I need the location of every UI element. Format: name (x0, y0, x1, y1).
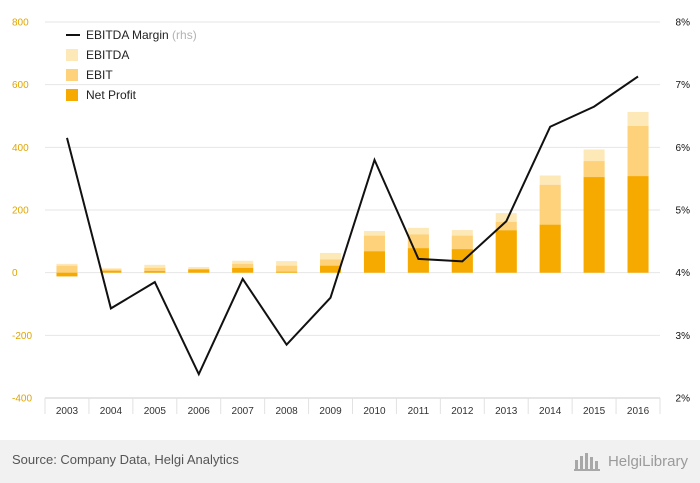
ebitda-margin-line (66, 75, 639, 377)
x-tick-label: 2008 (275, 406, 298, 417)
bar-net-profit (100, 270, 122, 273)
y-right-tick-label: 3% (676, 331, 691, 342)
helgi-library-logo-icon (573, 453, 600, 471)
bar-ebit (144, 267, 166, 273)
x-tick-label: 2014 (539, 406, 562, 417)
x-tick-label: 2015 (583, 406, 606, 417)
y-left-tick-label: 0 (12, 268, 18, 279)
bar-net-profit (320, 265, 342, 273)
x-tick-label: 2007 (232, 406, 255, 417)
legend-label: EBITDA Margin (rhs) (86, 28, 197, 42)
x-tick-label: 2013 (495, 406, 518, 417)
x-tick-label: 2006 (188, 406, 211, 417)
y-axis-left: -400 -200 0 200 400 600 800 (12, 18, 32, 405)
bar-net-profit (363, 251, 385, 273)
footer: Source: Company Data, Helgi Analytics He… (0, 440, 700, 483)
y-left-tick-label: 200 (12, 206, 29, 217)
y-left-tick-label: 600 (12, 80, 29, 91)
x-tick-label: 2005 (144, 406, 167, 417)
y-left-tick-label: -200 (12, 331, 32, 342)
x-tick-label: 2016 (627, 406, 650, 417)
legend-swatch (66, 69, 78, 81)
bar-net-profit (495, 230, 517, 273)
bars (56, 111, 649, 277)
y-left-tick-label: 400 (12, 143, 29, 154)
y-left-tick-label: 800 (12, 18, 29, 29)
source-text: Source: Company Data, Helgi Analytics (12, 452, 239, 467)
bar-net-profit (583, 177, 605, 273)
legend-swatch (66, 49, 78, 61)
y-right-tick-label: 4% (676, 268, 691, 279)
y-right-tick-label: 6% (676, 143, 691, 154)
y-right-tick-label: 7% (676, 80, 691, 91)
brand-name: HelgiLibrary (607, 452, 688, 470)
x-tick-label: 2011 (408, 406, 430, 417)
legend-swatch (66, 89, 78, 101)
x-axis: 2003 2004 2005 2006 2007 2008 2009 2010 2011 2012… (44, 397, 661, 417)
legend-label: EBIT (86, 68, 113, 82)
chart: -400 -200 0 200 400 600 800 2% 3% 4% 5% 6% 7% 8% 200… (12, 18, 691, 418)
y-right-tick-label: 2% (676, 394, 691, 405)
bar-net-profit (188, 269, 210, 273)
x-tick-label: 2012 (451, 406, 474, 417)
x-tick-label: 2010 (363, 406, 386, 417)
legend-label: Net Profit (86, 88, 137, 102)
bar-net-profit (539, 224, 561, 273)
bar-ebit (56, 265, 78, 273)
bar-net-profit (56, 272, 78, 277)
x-tick-label: 2003 (56, 406, 79, 417)
bar-ebit (276, 265, 298, 273)
y-right-tick-label: 8% (676, 18, 691, 29)
bar-net-profit (232, 267, 254, 273)
legend-rhs-suffix: (rhs) (169, 28, 197, 42)
legend-label: EBITDA (86, 48, 129, 62)
bar-net-profit (144, 271, 166, 273)
legend: EBITDA Margin (rhs) EBITDA EBIT Net Profit (66, 28, 197, 102)
x-tick-label: 2004 (100, 406, 123, 417)
y-right-tick-label: 5% (676, 206, 691, 217)
ebitda-margin-series-line (66, 75, 639, 377)
y-axis-right: 2% 3% 4% 5% 6% 7% 8% (676, 18, 691, 405)
x-tick-label: 2009 (319, 406, 342, 417)
brand: HelgiLibrary (573, 450, 688, 472)
bar-net-profit (276, 271, 298, 273)
bar-net-profit (407, 248, 429, 273)
bar-net-profit (627, 176, 649, 273)
y-left-tick-label: -400 (12, 394, 32, 405)
grid-lines (45, 21, 660, 399)
